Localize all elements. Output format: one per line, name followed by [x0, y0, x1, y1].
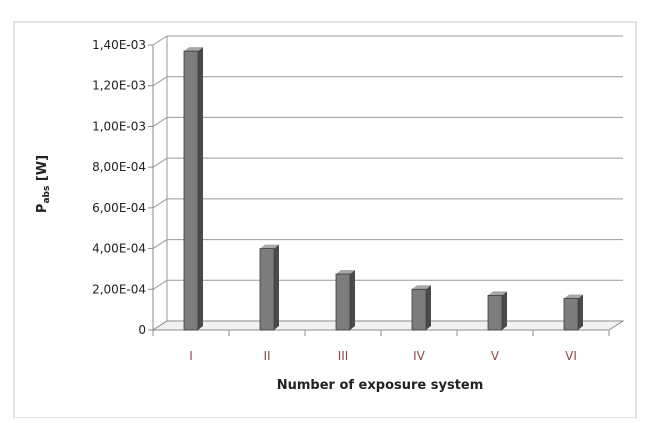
y-tick-label: 2,00E-04 [92, 282, 146, 296]
gridlines [152, 35, 623, 331]
bar-top [488, 291, 507, 296]
y-tick-label: 1,20E-03 [92, 79, 146, 93]
bar [563, 294, 583, 331]
bar-side [350, 270, 355, 330]
bar-top [564, 294, 583, 299]
bar-side [502, 291, 507, 330]
bar-front [259, 248, 275, 331]
y-tick-labels: 0 2,00E-04 4,00E-04 6,00E-04 8,00E-04 1,00E-0… [92, 38, 146, 337]
bar [183, 47, 203, 331]
bar-top [260, 244, 279, 249]
y-tick-label: 0 [138, 323, 146, 337]
y-tick-label: 1,00E-03 [92, 119, 146, 133]
y-tick-label: 6,00E-04 [92, 201, 146, 215]
y-tick-label: 1,40E-03 [92, 38, 146, 52]
bar-front [411, 288, 427, 331]
x-tick-label: III [338, 349, 349, 363]
gridline-side [152, 35, 168, 46]
bar-front [183, 50, 199, 331]
bar-front [487, 294, 503, 331]
bar [259, 244, 279, 331]
bar-side [198, 47, 203, 330]
x-tick-label: V [491, 349, 500, 363]
bars [183, 47, 583, 331]
bar-top [184, 47, 203, 52]
bar-side [578, 294, 583, 330]
gridline-side [152, 279, 168, 290]
bar-top [412, 285, 431, 290]
bar-front [335, 273, 351, 331]
y-axis-label-subscript: abs [42, 186, 52, 204]
bar-side [274, 244, 279, 330]
bar-side [426, 285, 431, 330]
gridline-side [152, 157, 168, 168]
x-tick-label: VI [565, 349, 577, 363]
y-tick-label: 8,00E-04 [92, 160, 146, 174]
y-axis-label-main: P [35, 204, 50, 214]
gridline-side [152, 117, 168, 127]
chart-floor [151, 320, 625, 331]
bar-front [563, 298, 579, 331]
x-tick-label: II [263, 349, 270, 363]
x-axis-label: Number of exposure system [277, 378, 484, 393]
bar [487, 291, 507, 331]
y-axis-label: Pabs [W] [35, 155, 52, 213]
x-tick-labels: I II III IV V VI [189, 349, 577, 363]
y-tick-label: 4,00E-04 [92, 242, 146, 256]
bar-top [336, 270, 355, 275]
bar [411, 285, 431, 331]
y-axis-label-unit: [W] [35, 155, 50, 186]
x-tick-label: I [189, 349, 193, 363]
gridline-side [152, 239, 168, 249]
gridline-side [152, 198, 168, 209]
x-tick-label: IV [413, 349, 426, 363]
bar [335, 270, 355, 331]
chart-border [13, 21, 637, 419]
gridline-side [152, 76, 168, 87]
